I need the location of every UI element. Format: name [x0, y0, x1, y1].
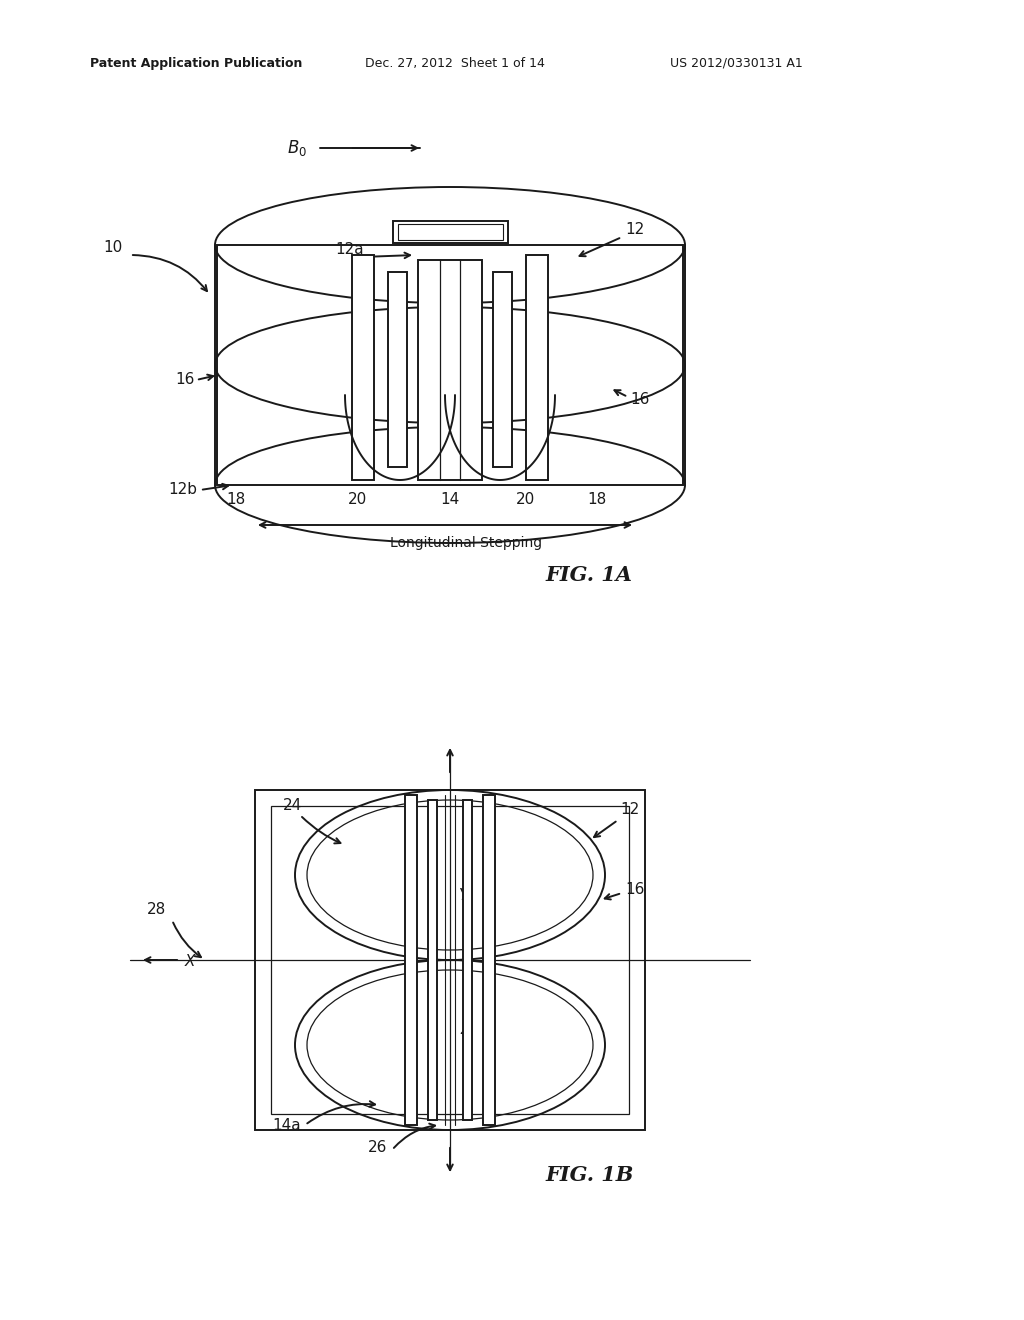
Text: Longitudinal Stepping: Longitudinal Stepping: [390, 536, 542, 550]
Bar: [217, 246, 683, 484]
Text: Z: Z: [460, 1023, 470, 1038]
Bar: [398, 224, 503, 240]
Text: 20: 20: [348, 492, 368, 507]
Text: Y: Y: [458, 887, 467, 903]
Bar: [406, 795, 417, 1125]
Bar: [463, 800, 472, 1119]
Bar: [428, 800, 437, 1119]
Text: FIG. 1A: FIG. 1A: [545, 565, 632, 585]
Bar: [393, 220, 508, 243]
Text: 18: 18: [587, 492, 606, 507]
Bar: [418, 260, 482, 480]
Bar: [483, 795, 495, 1125]
Text: Dec. 27, 2012  Sheet 1 of 14: Dec. 27, 2012 Sheet 1 of 14: [365, 57, 545, 70]
Text: 14a: 14a: [272, 1118, 301, 1133]
Text: 10: 10: [103, 240, 122, 256]
Text: Patent Application Publication: Patent Application Publication: [90, 57, 302, 70]
Bar: [526, 255, 548, 480]
Text: $B_0$: $B_0$: [287, 139, 307, 158]
Text: 12b: 12b: [168, 483, 197, 498]
Text: 26: 26: [368, 1140, 387, 1155]
Text: FIG. 1B: FIG. 1B: [545, 1166, 634, 1185]
Text: 14: 14: [440, 492, 459, 507]
Text: 16: 16: [625, 883, 644, 898]
Text: 12a: 12a: [335, 243, 364, 257]
Text: 16: 16: [175, 372, 195, 388]
Text: 18: 18: [226, 492, 246, 507]
Text: 16: 16: [630, 392, 649, 408]
Text: 12: 12: [620, 803, 639, 817]
Text: X: X: [185, 954, 196, 969]
Text: 12: 12: [625, 223, 644, 238]
Text: 28: 28: [147, 903, 166, 917]
Text: 20: 20: [516, 492, 536, 507]
Bar: [352, 255, 374, 480]
Bar: [255, 789, 645, 1130]
Bar: [493, 272, 512, 467]
Text: US 2012/0330131 A1: US 2012/0330131 A1: [670, 57, 803, 70]
Bar: [388, 272, 407, 467]
Bar: [271, 807, 629, 1114]
Text: 24: 24: [283, 797, 302, 813]
